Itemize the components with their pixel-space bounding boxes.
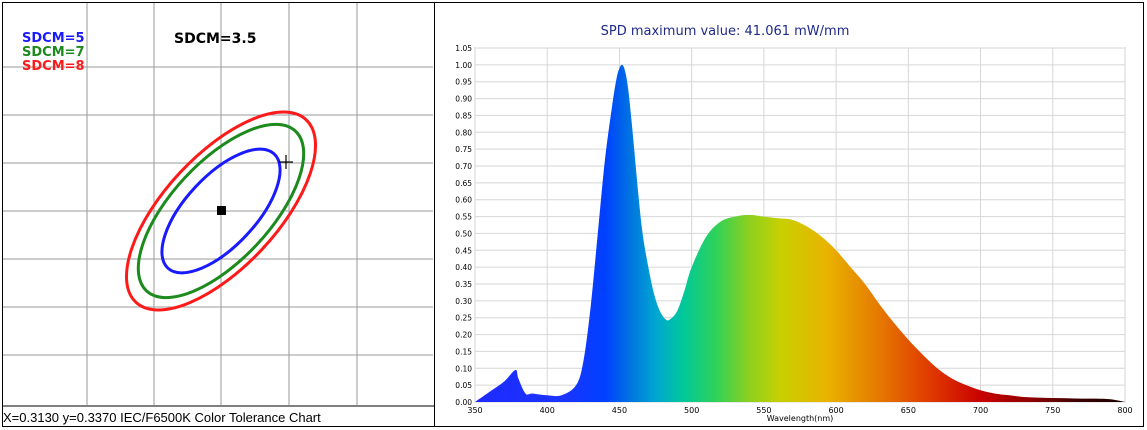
legend-entry: SDCM=8 <box>22 59 85 74</box>
spd-y-tick-label: 0.30 <box>455 297 472 306</box>
spd-y-tick-label: 0.75 <box>455 145 472 154</box>
legend-entry: SDCM=5 <box>22 31 85 46</box>
spd-y-tick-label: 1.00 <box>455 61 472 70</box>
spd-y-tick-label: 0.35 <box>455 280 472 289</box>
spd-y-tick-label: 0.25 <box>455 314 472 323</box>
spd-chart: SPD maximum value: 41.061 mW/mm 0.00 0.05… <box>455 24 1132 423</box>
spd-x-tick-label: 750 <box>1045 406 1060 415</box>
spd-x-tick-label: 800 <box>1117 406 1132 415</box>
spd-x-tick-label: 400 <box>540 406 555 415</box>
spd-y-tick-label: 0.80 <box>455 128 472 137</box>
tolerance-ellipse-sdcm-5 <box>160 147 282 275</box>
spd-grid <box>474 47 1126 403</box>
sdcm-annotation: SDCM=3.5 <box>174 31 256 47</box>
tolerance-ellipse-sdcm-7 <box>136 122 306 300</box>
spd-y-tick-label: 0.15 <box>455 347 472 356</box>
spd-y-tick-label: 0.55 <box>455 213 472 222</box>
legend-entry: SDCM=7 <box>22 45 85 60</box>
spd-x-tick-label: 350 <box>467 406 482 415</box>
spd-y-tick-label: 1.05 <box>455 44 472 53</box>
spd-y-tick-label: 0.50 <box>455 229 472 238</box>
spd-title: SPD maximum value: 41.061 mW/mm <box>601 24 850 39</box>
tolerance-markers <box>217 155 293 215</box>
spd-y-tick-label: 0.00 <box>455 398 472 407</box>
spd-x-tick-label: 650 <box>901 406 916 415</box>
spd-y-tick-label: 0.65 <box>455 179 472 188</box>
spd-y-tick-label: 0.95 <box>455 78 472 87</box>
spd-y-tick-label: 0.05 <box>455 381 472 390</box>
spd-x-tick-label: 700 <box>973 406 988 415</box>
spd-x-tick-label: 450 <box>612 406 627 415</box>
spd-x-tick-label: 600 <box>828 406 843 415</box>
spd-y-tick-label: 0.85 <box>455 111 472 120</box>
tolerance-ellipse-sdcm-8 <box>124 110 318 312</box>
spd-x-axis-label: Wavelength(nm) <box>767 414 834 423</box>
spd-x-axis: 350 400 450 500 550 600 650 700 750 800 <box>467 406 1132 415</box>
tolerance-ellipses <box>124 110 318 312</box>
spd-x-tick-label: 550 <box>756 406 771 415</box>
target-square-marker <box>217 206 226 215</box>
spd-y-axis: 0.00 0.05 0.10 0.15 0.20 0.25 0.30 0.35 0.40 0.45… <box>455 44 472 407</box>
spd-curve <box>475 64 1125 403</box>
spd-y-tick-label: 0.10 <box>455 364 472 373</box>
spd-y-tick-label: 0.45 <box>455 246 472 255</box>
spd-y-tick-label: 0.90 <box>455 95 472 104</box>
frame-divider <box>434 2 435 427</box>
tolerance-caption: X=0.3130 y=0.3370 IEC/F6500K Color Toler… <box>3 410 321 425</box>
spd-y-tick-label: 0.60 <box>455 196 472 205</box>
spd-x-tick-label: 500 <box>684 406 699 415</box>
spd-y-tick-label: 0.20 <box>455 331 472 340</box>
spd-y-tick-label: 0.40 <box>455 263 472 272</box>
spd-area <box>475 64 1125 403</box>
measured-cross-marker <box>279 155 293 169</box>
spd-y-tick-label: 0.70 <box>455 162 472 171</box>
